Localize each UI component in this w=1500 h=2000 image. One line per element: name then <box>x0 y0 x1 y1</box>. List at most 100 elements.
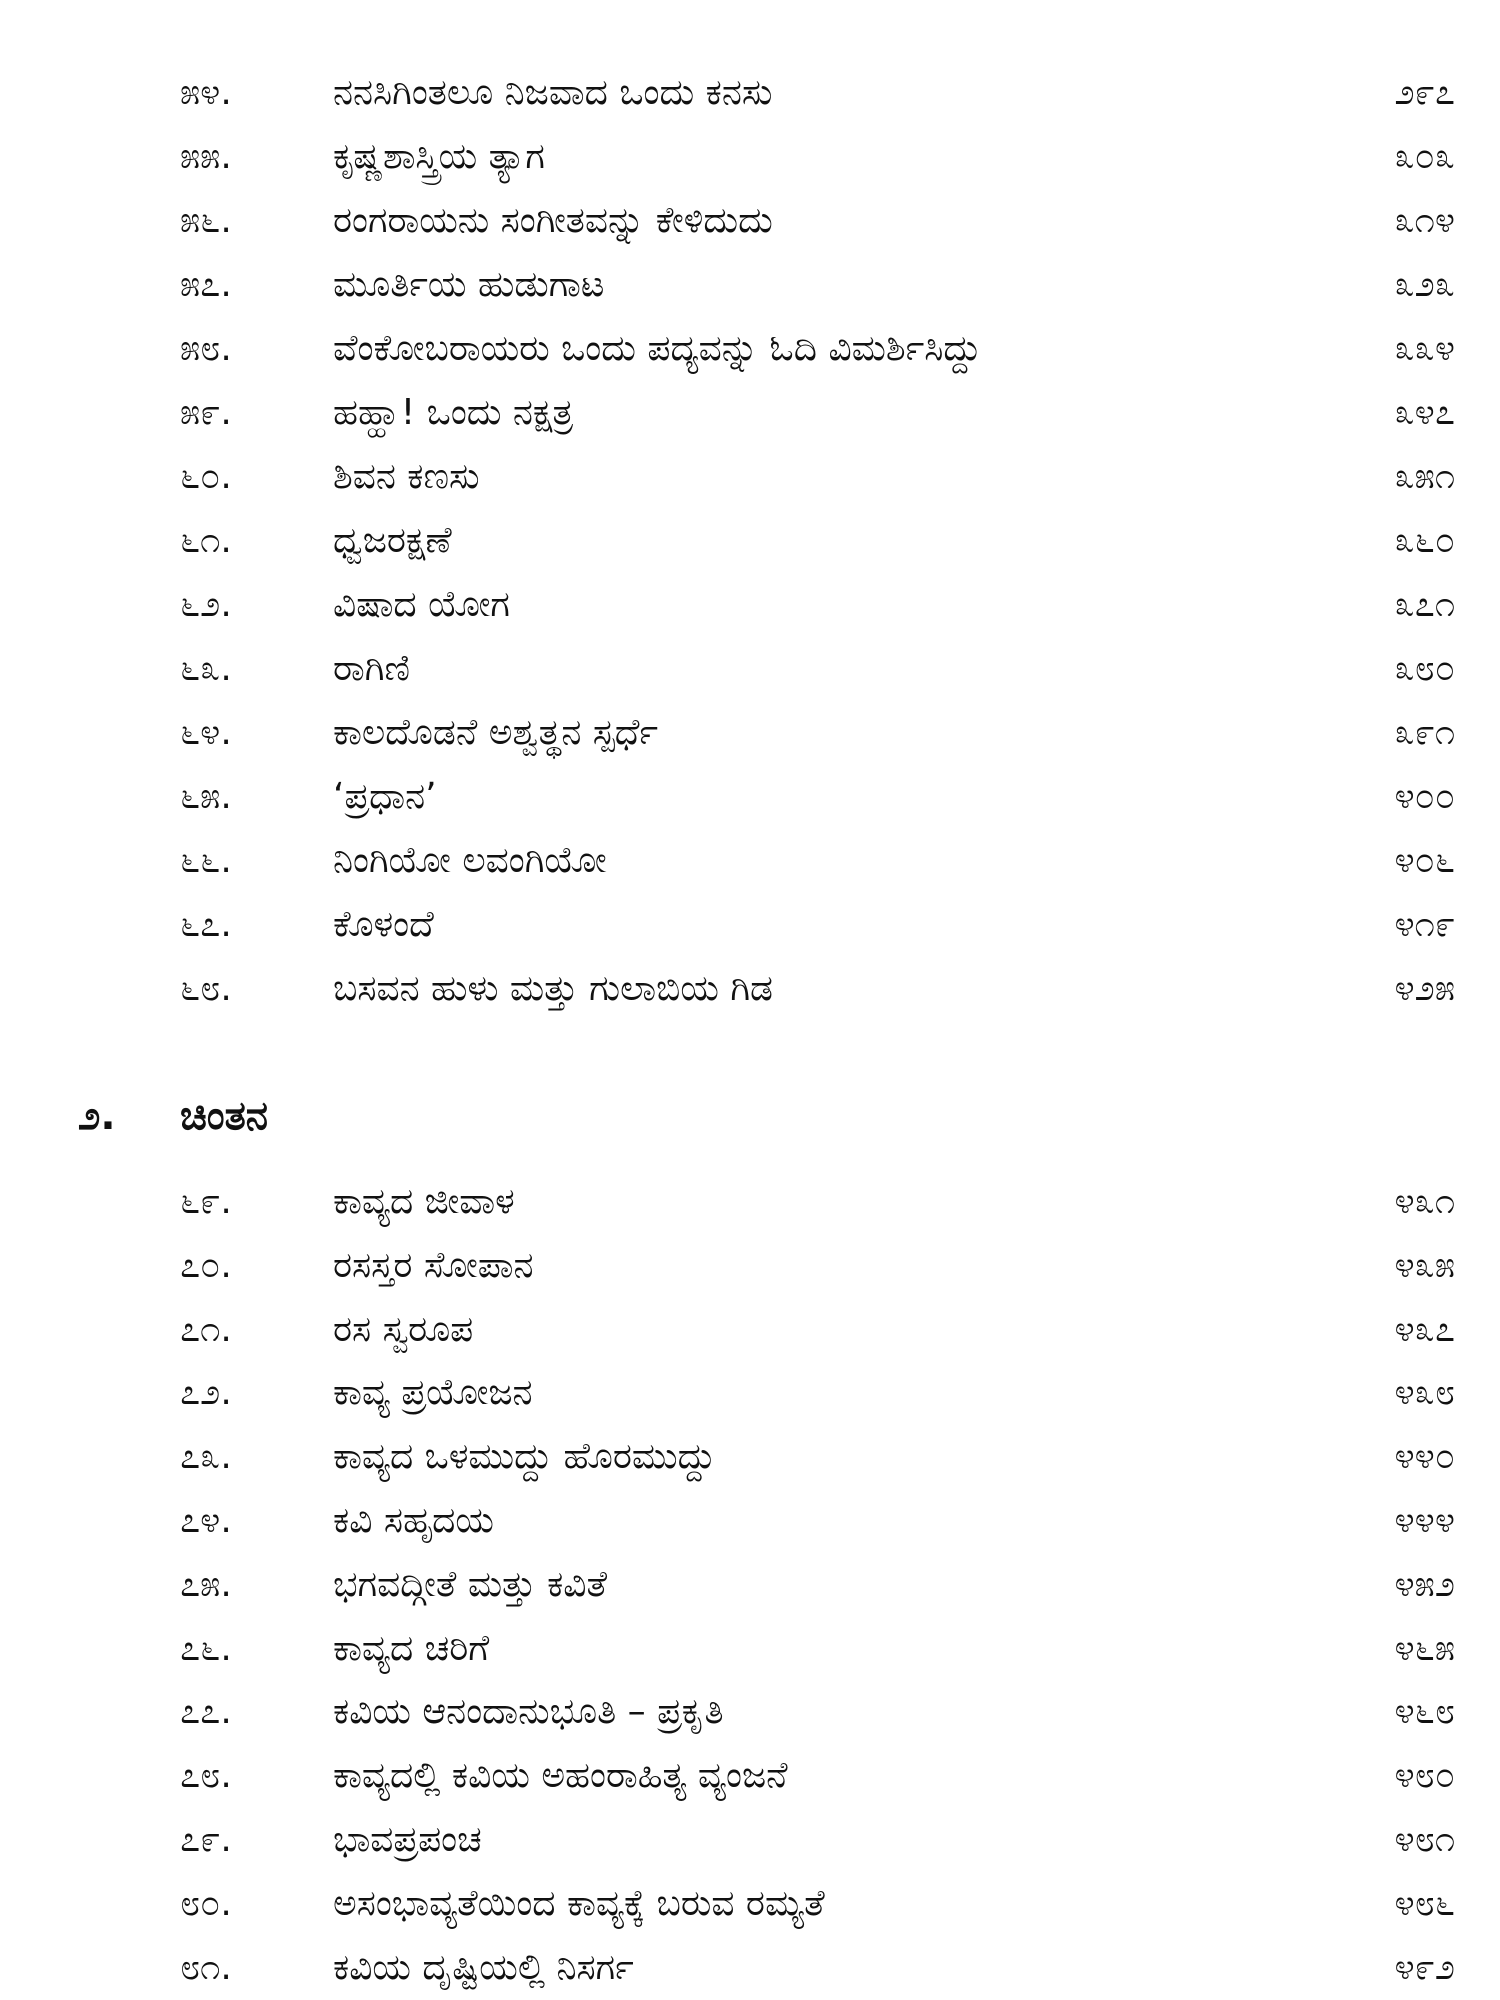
entry-title: ಭಗವದ್ಗೀತೆ ಮತ್ತು ಕವಿತೆ <box>333 1563 608 1605</box>
section-title: ಚಿಂತನ <box>180 1093 269 1139</box>
entry-page-number: ೩೯೧ <box>1394 712 1455 753</box>
toc-entry: ೭೯. ಭಾವಪ್ರಪಂಚ ೪೮೧ <box>0 1808 1500 1872</box>
entry-page-number: ೪೩೧ <box>1394 1181 1455 1222</box>
entry-page-number: ೪೯೨ <box>1394 1946 1455 1988</box>
entry-page-number: ೩೧೪ <box>1394 200 1455 241</box>
entry-number: ೬೫. <box>180 776 232 817</box>
entry-title: ಮೂರ್ತಿಯ ಹುಡುಗಾಟ <box>333 264 605 305</box>
toc-entry: ೫೯. ಹಹ್ಹಾ! ಒಂದು ನಕ್ಷತ್ರ ೩೪೭ <box>0 381 1500 445</box>
entry-page-number: ೪೫೨ <box>1394 1563 1455 1605</box>
entry-number: ೭೯. <box>180 1819 232 1860</box>
toc-entry: ೫೭. ಮೂರ್ತಿಯ ಹುಡುಗಾಟ ೩೨೩ <box>0 253 1500 317</box>
entry-page-number: ೩೩೪ <box>1394 328 1455 369</box>
entry-number: ೭೩. <box>180 1436 232 1478</box>
entry-title: ಭಾವಪ್ರಪಂಚ <box>333 1819 482 1860</box>
entry-number: ೬೬. <box>180 840 232 881</box>
toc-entry: ೬೬. ನಿಂಗಿಯೋ ಲವಂಗಿಯೋ ೪೦೬ <box>0 829 1500 893</box>
entry-title: ಕಾವ್ಯ ಪ್ರಯೋಜನ <box>333 1372 533 1414</box>
toc-entry: ೬೭. ಕೊಳಂದೆ ೪೧೯ <box>0 893 1500 957</box>
entry-number: ೭೬. <box>180 1627 232 1669</box>
toc-entry: ೬೮. ಬಸವನ ಹುಳು ಮತ್ತು ಗುಲಾಬಿಯ ಗಿಡ ೪೨೫ <box>0 957 1500 1021</box>
entry-number: ೬೭. <box>180 904 232 945</box>
toc-entry: ೭೬. ಕಾವ್ಯದ ಚರಿಗೆ ೪೬೫ <box>0 1617 1500 1681</box>
entry-page-number: ೨೯೭ <box>1394 72 1455 113</box>
entry-title: ವಿಷಾದ ಯೋಗ <box>333 584 510 625</box>
entry-page-number: ೪೦೦ <box>1394 776 1455 817</box>
toc-entry: ೭೨. ಕಾವ್ಯ ಪ್ರಯೋಜನ ೪೩೮ <box>0 1361 1500 1425</box>
toc-entry: ೬೪. ಕಾಲದೊಡನೆ ಅಶ್ವತ್ಥನ ಸ್ಪರ್ಧೆ ೩೯೧ <box>0 701 1500 765</box>
entry-title: ಕಾವ್ಯದಲ್ಲಿ ಕವಿಯ ಅಹಂರಾಹಿತ್ಯ ವ್ಯಂಜನೆ <box>333 1755 788 1797</box>
entry-page-number: ೪೮೧ <box>1394 1819 1455 1860</box>
toc-entry: ೬೫. ‘ಪ್ರಧಾನ’ ೪೦೦ <box>0 765 1500 829</box>
entry-page-number: ೩೮೦ <box>1394 648 1455 689</box>
entry-page-number: ೪೬೫ <box>1394 1627 1455 1669</box>
toc-entry: ೬೦. ಶಿವನ ಕಣಸು ೩೫೧ <box>0 445 1500 509</box>
entry-page-number: ೩೬೦ <box>1394 520 1455 561</box>
entry-title: ಧ್ವಜರಕ್ಷಣೆ <box>333 520 452 561</box>
entry-page-number: ೪೩೭ <box>1394 1308 1455 1350</box>
entry-page-number: ೪೮೬ <box>1394 1882 1455 1924</box>
toc-entry: ೫೬. ರಂಗರಾಯನು ಸಂಗೀತವನ್ನು ಕೇಳಿದುದು ೩೧೪ <box>0 189 1500 253</box>
entry-title: ಕವಿ ಸಹೃದಯ <box>333 1500 494 1541</box>
entry-title: ಕವಿಯ ಆನಂದಾನುಭೂತಿ – ಪ್ರಕೃತಿ <box>333 1691 724 1733</box>
entry-number: ೫೪. <box>180 72 232 113</box>
entry-number: ೫೭. <box>180 264 232 305</box>
entry-title: ರಂಗರಾಯನು ಸಂಗೀತವನ್ನು ಕೇಳಿದುದು <box>333 200 773 241</box>
entry-page-number: ೩೨೩ <box>1394 264 1455 305</box>
entry-number: ೫೫. <box>180 136 232 177</box>
entry-title: ವೆಂಕೋಬರಾಯರು ಒಂದು ಪದ್ಯವನ್ನು ಓದಿ ವಿಮರ್ಶಿಸಿ… <box>333 328 982 369</box>
entry-title: ಕೊಳಂದೆ <box>333 904 434 945</box>
entry-title: ಕಾವ್ಯದ ಒಳಮುದ್ದು ಹೊರಮುದ್ದು <box>333 1436 716 1478</box>
toc-entry: ೭೧. ರಸ ಸ್ವರೂಪ ೪೩೭ <box>0 1298 1500 1362</box>
entry-number: ೭೫. <box>180 1563 232 1605</box>
entry-title: ಕವಿಯ ದೃಷ್ಟಿಯಲ್ಲಿ ನಿಸರ್ಗ <box>333 1946 634 1988</box>
entry-title: ‘ಪ್ರಧಾನ’ <box>333 776 437 817</box>
entry-page-number: ೪೩೫ <box>1394 1244 1455 1286</box>
entry-page-number: ೩೫೧ <box>1394 456 1455 497</box>
toc-entry: ೫೪. ನನಸಿಗಿಂತಲೂ ನಿಜವಾದ ಒಂದು ಕನಸು ೨೯೭ <box>0 61 1500 125</box>
toc-entry: ೮೦. ಅಸಂಭಾವ್ಯತೆಯಿಂದ ಕಾವ್ಯಕ್ಕೆ ಬರುವ ರಮ್ಯತೆ ೪… <box>0 1872 1500 1936</box>
entry-number: ೭೦. <box>180 1244 232 1286</box>
entry-title: ನನಸಿಗಿಂತಲೂ ನಿಜವಾದ ಒಂದು ಕನಸು <box>333 72 773 113</box>
entry-number: ೫೯. <box>180 392 232 433</box>
toc-entry: ೭೫. ಭಗವದ್ಗೀತೆ ಮತ್ತು ಕವಿತೆ ೪೫೨ <box>0 1553 1500 1617</box>
toc-entry: ೬೯. ಕಾವ್ಯದ ಜೀವಾಳ ೪೩೧ <box>0 1170 1500 1234</box>
entry-number: ೬೦. <box>180 456 232 497</box>
entry-page-number: ೪೨೫ <box>1394 968 1455 1009</box>
entry-number: ೭೨. <box>180 1372 232 1414</box>
entry-number: ೭೪. <box>180 1500 232 1541</box>
toc-entry: ೭೮. ಕಾವ್ಯದಲ್ಲಿ ಕವಿಯ ಅಹಂರಾಹಿತ್ಯ ವ್ಯಂಜನೆ ೪೮೦ <box>0 1744 1500 1808</box>
entry-number: ೫೮. <box>180 328 232 369</box>
entry-title: ಕೃಷ್ಣಶಾಸ್ತ್ರಿಯ ತ್ಯಾಗ <box>333 136 545 177</box>
entry-number: ೬೨. <box>180 584 232 625</box>
toc-entry: ೭೭. ಕವಿಯ ಆನಂದಾನುಭೂತಿ – ಪ್ರಕೃತಿ ೪೬೮ <box>0 1680 1500 1744</box>
entry-number: ೫೬. <box>180 200 232 241</box>
toc-entry: ೭೪. ಕವಿ ಸಹೃದಯ ೪೪೪ <box>0 1489 1500 1553</box>
entry-page-number: ೪೬೮ <box>1394 1691 1455 1733</box>
entry-title: ಅಸಂಭಾವ್ಯತೆಯಿಂದ ಕಾವ್ಯಕ್ಕೆ ಬರುವ ರಮ್ಯತೆ <box>333 1882 825 1924</box>
toc-entry: ೭೦. ರಸಸ್ತರ ಸೋಪಾನ ೪೩೫ <box>0 1234 1500 1298</box>
entry-page-number: ೪೦೬ <box>1394 840 1455 881</box>
entry-title: ಕಾವ್ಯದ ಚರಿಗೆ <box>333 1627 490 1669</box>
entry-number: ೮೧. <box>180 1946 232 1988</box>
toc-entry: ೬೨. ವಿಷಾದ ಯೋಗ ೩೭೧ <box>0 573 1500 637</box>
entry-title: ಕಾಲದೊಡನೆ ಅಶ್ವತ್ಥನ ಸ್ಪರ್ಧೆ <box>333 712 659 753</box>
toc-entry: ೮೧. ಕವಿಯ ದೃಷ್ಟಿಯಲ್ಲಿ ನಿಸರ್ಗ ೪೯೨ <box>0 1936 1500 2000</box>
entry-title: ಕಾವ್ಯದ ಜೀವಾಳ <box>333 1181 515 1222</box>
toc-entry: ೫೫. ಕೃಷ್ಣಶಾಸ್ತ್ರಿಯ ತ್ಯಾಗ ೩೦೩ <box>0 125 1500 189</box>
entry-title: ಬಸವನ ಹುಳು ಮತ್ತು ಗುಲಾಬಿಯ ಗಿಡ <box>333 968 773 1009</box>
entry-number: ೬೪. <box>180 712 232 753</box>
entry-number: ೬೮. <box>180 968 232 1009</box>
entry-page-number: ೪೮೦ <box>1394 1755 1455 1797</box>
entry-title: ರಸಸ್ತರ ಸೋಪಾನ <box>333 1244 534 1286</box>
entry-number: ೮೦. <box>180 1882 232 1924</box>
entry-page-number: ೪೩೮ <box>1394 1372 1455 1414</box>
entry-page-number: ೩೦೩ <box>1394 136 1455 177</box>
entry-number: ೬೩. <box>180 648 232 689</box>
toc-entry: ೫೮. ವೆಂಕೋಬರಾಯರು ಒಂದು ಪದ್ಯವನ್ನು ಓದಿ ವಿಮರ್ಶ… <box>0 317 1500 381</box>
entry-page-number: ೩೭೧ <box>1394 584 1455 625</box>
entry-page-number: ೩೪೭ <box>1394 392 1455 433</box>
entry-number: ೬೧. <box>180 520 232 561</box>
entry-number: ೬೯. <box>180 1181 232 1222</box>
entry-title: ರಸ ಸ್ವರೂಪ <box>333 1308 474 1350</box>
